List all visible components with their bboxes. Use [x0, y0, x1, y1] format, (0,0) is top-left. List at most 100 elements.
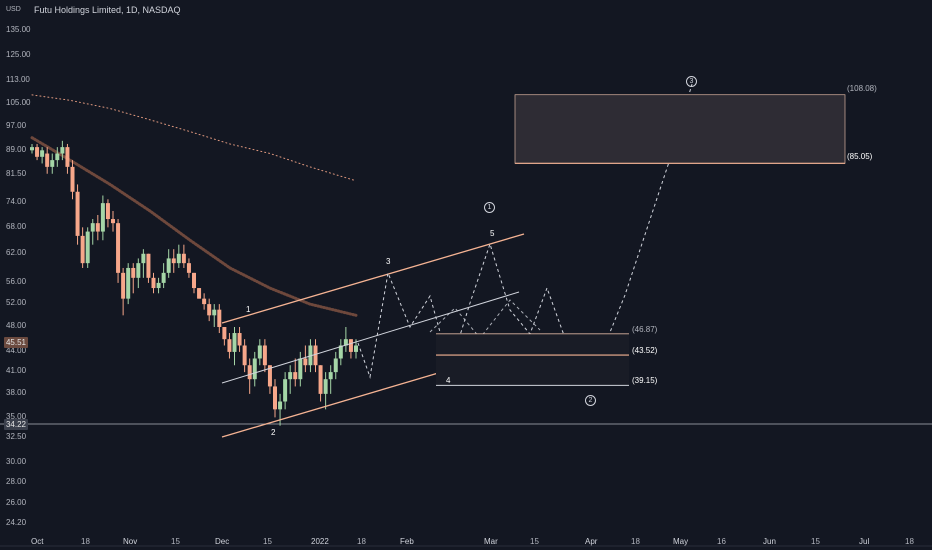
upper-channel-line: [221, 233, 525, 324]
candle: [278, 393, 283, 426]
time-tick-label: 18: [631, 537, 640, 546]
candle: [171, 249, 176, 273]
candle: [95, 214, 100, 241]
candle: [181, 244, 186, 268]
time-tick-label: Feb: [400, 537, 414, 546]
candle: [30, 143, 34, 154]
price-tick-label: 44.00: [6, 346, 27, 355]
level-label-l3: (39.15): [632, 376, 658, 385]
support-price-label: 34.22: [4, 419, 28, 430]
candle: [328, 365, 333, 394]
candle: [60, 140, 65, 161]
candlestick-series: [30, 140, 358, 426]
candle: [288, 365, 293, 394]
price-tick-label: 125.00: [6, 50, 31, 59]
time-tick-label: Jul: [859, 537, 870, 546]
candle: [70, 160, 75, 200]
candle: [90, 219, 95, 245]
candle: [136, 258, 141, 289]
time-tick-label: 15: [811, 537, 820, 546]
time-tick-label: Nov: [123, 537, 138, 546]
candle: [283, 372, 288, 410]
price-tick-label: 97.00: [6, 121, 27, 130]
circled-wave-label-3: 3: [686, 76, 697, 87]
candle: [348, 339, 353, 359]
projected-wave-path: [357, 83, 693, 384]
circled-wave-label-2: 2: [585, 395, 596, 406]
candle: [257, 339, 262, 366]
candle: [111, 210, 115, 232]
time-tick-label: 16: [717, 537, 726, 546]
candle: [202, 293, 207, 310]
time-tick-label: 18: [357, 537, 366, 546]
currency-unit: USD: [6, 6, 21, 13]
candle: [217, 304, 222, 334]
candle: [141, 249, 146, 278]
level-label-l2: (43.52): [632, 346, 658, 355]
wave-label-1: 1: [246, 305, 251, 314]
candle: [303, 345, 308, 373]
candle: [273, 379, 277, 418]
price-tick-label: 30.00: [6, 457, 27, 466]
candle: [166, 249, 171, 278]
time-tick-label: Jun: [763, 537, 776, 546]
price-tick-label: 48.00: [6, 321, 27, 330]
candle: [131, 263, 136, 294]
candle: [35, 143, 40, 161]
price-tick-label: 32.50: [6, 432, 27, 441]
time-tick-label: 18: [905, 537, 914, 546]
candle: [116, 219, 121, 283]
candle: [298, 351, 303, 387]
price-tick-label: 52.00: [6, 298, 27, 307]
level-label-upper: (85.05): [847, 152, 873, 161]
candle: [323, 372, 328, 410]
projected-wave-alt-path: [429, 299, 541, 339]
candle: [232, 327, 237, 366]
price-tick-label: 68.00: [6, 222, 27, 231]
candle: [176, 244, 181, 268]
price-tick-label: 35.00: [6, 412, 27, 421]
candle: [333, 351, 338, 380]
candle: [186, 258, 191, 278]
symbol-title[interactable]: Futu Holdings Limited, 1D, NASDAQ: [34, 5, 181, 15]
time-tick-label: 15: [263, 537, 272, 546]
time-tick-label: Apr: [585, 537, 598, 546]
middle-channel-line: [221, 291, 520, 384]
circled-wave-label-1: 1: [484, 202, 495, 213]
candle: [212, 304, 217, 328]
candle: [207, 298, 212, 322]
time-tick-label: 15: [530, 537, 539, 546]
price-tick-label: 38.00: [6, 388, 27, 397]
time-tick-label: Mar: [484, 537, 498, 546]
price-tick-label: 89.00: [6, 145, 27, 154]
price-tick-label: 26.00: [6, 498, 27, 507]
candle: [161, 263, 166, 289]
candle: [237, 327, 242, 352]
moving-average-line: [31, 94, 357, 182]
candle: [126, 263, 131, 305]
target-zone-box: [514, 94, 846, 164]
candle: [222, 327, 227, 346]
candle: [40, 147, 45, 164]
price-tick-label: 56.00: [6, 277, 27, 286]
price-tick-label: 28.00: [6, 477, 27, 486]
time-tick-label: Oct: [31, 537, 44, 546]
candle: [50, 153, 55, 174]
candle: [156, 277, 161, 294]
candle: [338, 339, 343, 366]
candle: [100, 195, 105, 241]
moving-averages: [30, 94, 358, 317]
time-tick-label: 2022: [311, 537, 329, 546]
price-tick-label: 135.00: [6, 25, 31, 34]
level-label-top: (108.08): [847, 84, 877, 93]
price-tick-label: 113.00: [6, 75, 30, 84]
candle: [343, 327, 348, 352]
wave-label-4: 4: [446, 376, 451, 385]
candle: [45, 147, 50, 174]
wave-label-3: 3: [386, 257, 391, 266]
candle: [252, 351, 257, 387]
candle: [242, 339, 247, 373]
candle: [146, 253, 151, 283]
price-tick-label: 24.20: [6, 518, 27, 527]
